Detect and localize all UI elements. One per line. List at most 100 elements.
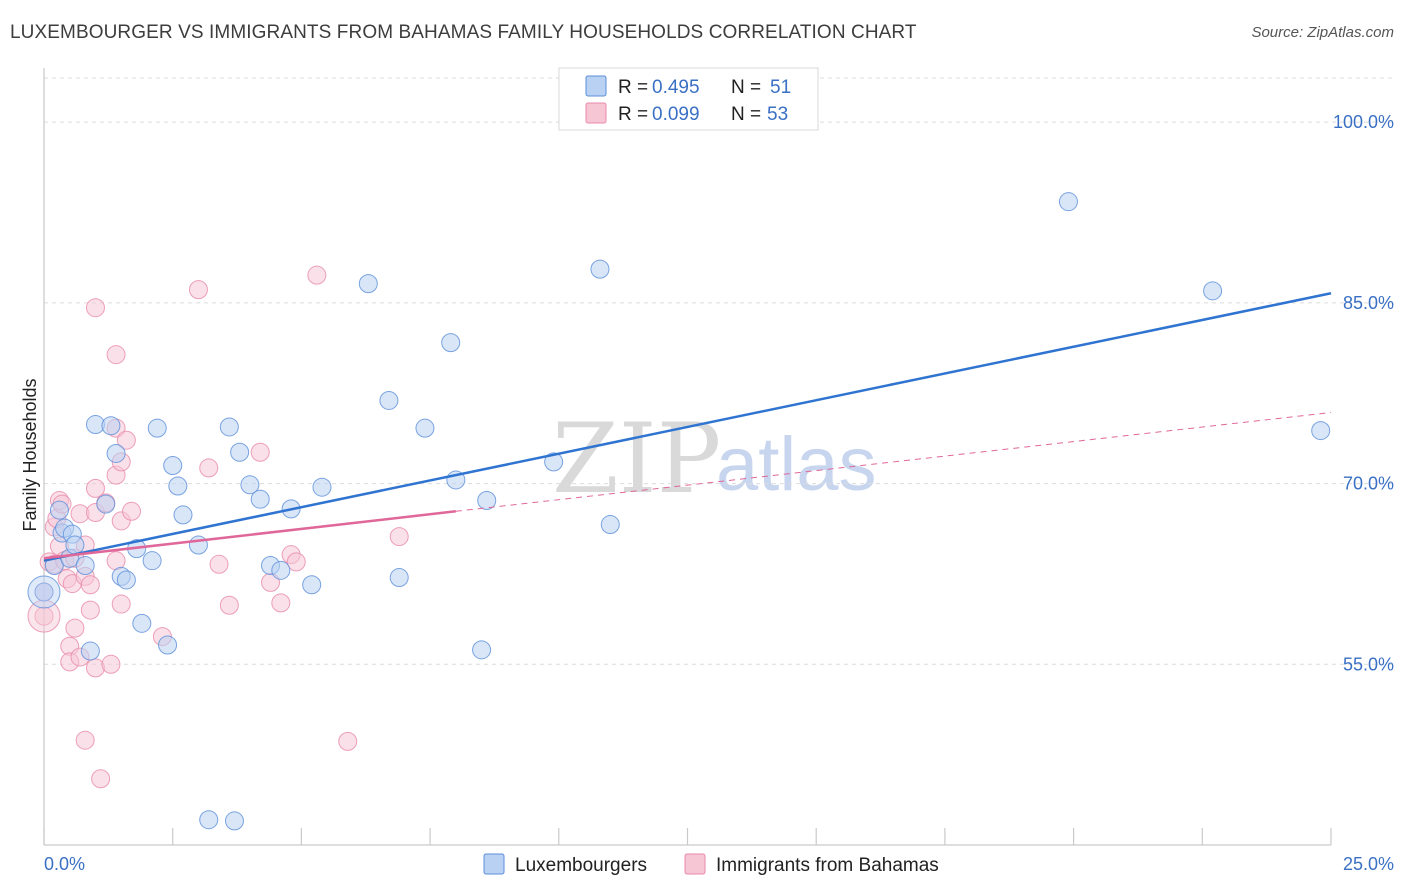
luxembourger-point — [302, 575, 322, 595]
luxembourger-point — [116, 570, 136, 590]
luxembourger-point — [49, 500, 69, 520]
luxembourger-point — [590, 259, 610, 279]
luxembourger-point — [158, 635, 178, 655]
luxembourger-point — [1058, 192, 1078, 212]
legend-r-label-blue: R = — [618, 77, 648, 98]
luxembourger-point — [441, 333, 461, 353]
luxembourger-point — [163, 456, 183, 476]
luxembourger-point — [544, 452, 564, 472]
y-tick-labels: 55.0% 70.0% 85.0% 100.0% — [1333, 112, 1394, 674]
legend-n-label-blue: N = — [731, 77, 761, 98]
legend-n-value-blue: 51 — [770, 77, 791, 98]
luxembourger-point — [27, 575, 61, 609]
y-tick-label: 55.0% — [1343, 654, 1394, 674]
bahamas-point — [116, 430, 136, 450]
bahamas-point — [219, 595, 239, 615]
bottom-legend: Luxembourgers Immigrants from Bahamas — [483, 853, 939, 876]
luxembourger-point — [142, 551, 162, 571]
luxembourger-point — [250, 489, 270, 509]
luxembourger-point — [65, 535, 85, 555]
luxembourger-point — [147, 418, 167, 438]
luxembourger-point — [389, 568, 409, 588]
chart-title: LUXEMBOURGER VS IMMIGRANTS FROM BAHAMAS … — [10, 22, 917, 43]
bahamas-point — [75, 730, 95, 750]
bahamas-point — [34, 606, 54, 626]
bahamas-point — [80, 600, 100, 620]
bahamas-point — [250, 442, 270, 462]
bottom-legend-swatch-blue — [483, 853, 505, 875]
legend-swatch-pink — [585, 102, 607, 124]
bahamas-point — [80, 575, 100, 595]
luxembourger-point — [75, 556, 95, 576]
y-tick-label: 85.0% — [1343, 293, 1394, 313]
legend-n-value-pink: 53 — [767, 104, 788, 125]
luxembourger-point — [240, 475, 260, 495]
legend-r-label-pink: R = — [618, 104, 648, 125]
y-tick-label: 70.0% — [1343, 474, 1394, 494]
bahamas-point — [106, 345, 126, 365]
legend-r-value-pink: 0.099 — [652, 104, 700, 125]
series-bahamas-points — [27, 265, 409, 789]
legend-box: R = 0.495 N = 51 R = 0.099 N = 53 — [558, 67, 819, 131]
x-ticks — [43, 828, 1332, 845]
bahamas-point — [188, 280, 208, 300]
legend-swatch-blue — [585, 75, 607, 97]
series-luxembourgers-points — [27, 192, 1331, 831]
luxembourger-point — [106, 443, 126, 463]
bottom-legend-label-pink: Immigrants from Bahamas — [716, 855, 939, 876]
bahamas-point — [85, 298, 105, 318]
bahamas-point — [111, 594, 131, 614]
luxembourger-point — [379, 390, 399, 410]
luxembourger-point — [230, 442, 250, 462]
bahamas-point — [65, 618, 85, 638]
bahamas-point — [389, 527, 409, 547]
luxembourger-point — [101, 416, 121, 436]
trend-line-bahamas-extension — [455, 412, 1332, 512]
bahamas-point — [338, 731, 358, 751]
bahamas-point — [101, 654, 121, 674]
luxembourger-point — [96, 494, 116, 514]
trend-line-bahamas — [43, 510, 456, 560]
bahamas-point — [271, 593, 291, 613]
bahamas-point — [85, 658, 105, 678]
bahamas-point — [209, 554, 229, 574]
legend-n-label-pink: N = — [731, 104, 761, 125]
luxembourger-point — [199, 810, 219, 830]
bottom-legend-swatch-pink — [684, 853, 706, 875]
bottom-legend-label-blue: Luxembourgers — [515, 855, 647, 876]
gridlines — [44, 77, 1394, 665]
luxembourger-point — [80, 641, 100, 661]
source-label: Source: ZipAtlas.com — [1251, 24, 1394, 41]
legend-r-value-blue: 0.495 — [652, 77, 700, 98]
luxembourger-point — [1311, 421, 1331, 441]
luxembourger-point — [358, 274, 378, 294]
bahamas-point — [91, 769, 111, 789]
bahamas-point — [199, 458, 219, 478]
bahamas-point — [307, 265, 327, 285]
y-tick-label: 100.0% — [1333, 112, 1394, 132]
luxembourger-point — [132, 613, 152, 633]
bahamas-point — [85, 478, 105, 498]
luxembourger-point — [219, 417, 239, 437]
trend-line-luxembourgers — [43, 292, 1332, 562]
luxembourger-point — [312, 477, 332, 497]
luxembourger-point — [224, 811, 244, 831]
luxembourger-point — [1203, 281, 1223, 301]
x-tick-label-max: 25.0% — [1343, 854, 1394, 874]
bahamas-point — [286, 552, 306, 572]
watermark-zip: ZIP — [552, 403, 721, 515]
y-axis-label: Family Households — [20, 378, 40, 531]
luxembourger-point — [173, 505, 193, 525]
bahamas-point — [122, 501, 142, 521]
luxembourger-point — [34, 582, 54, 602]
luxembourger-point — [415, 418, 435, 438]
x-tick-label-min: 0.0% — [44, 854, 85, 874]
luxembourger-point — [472, 640, 492, 660]
luxembourger-point — [271, 560, 291, 580]
luxembourger-point — [477, 490, 497, 510]
luxembourger-point — [600, 515, 620, 535]
trend-lines — [43, 292, 1332, 562]
luxembourger-point — [168, 476, 188, 496]
watermark-atlas: atlas — [716, 422, 877, 507]
